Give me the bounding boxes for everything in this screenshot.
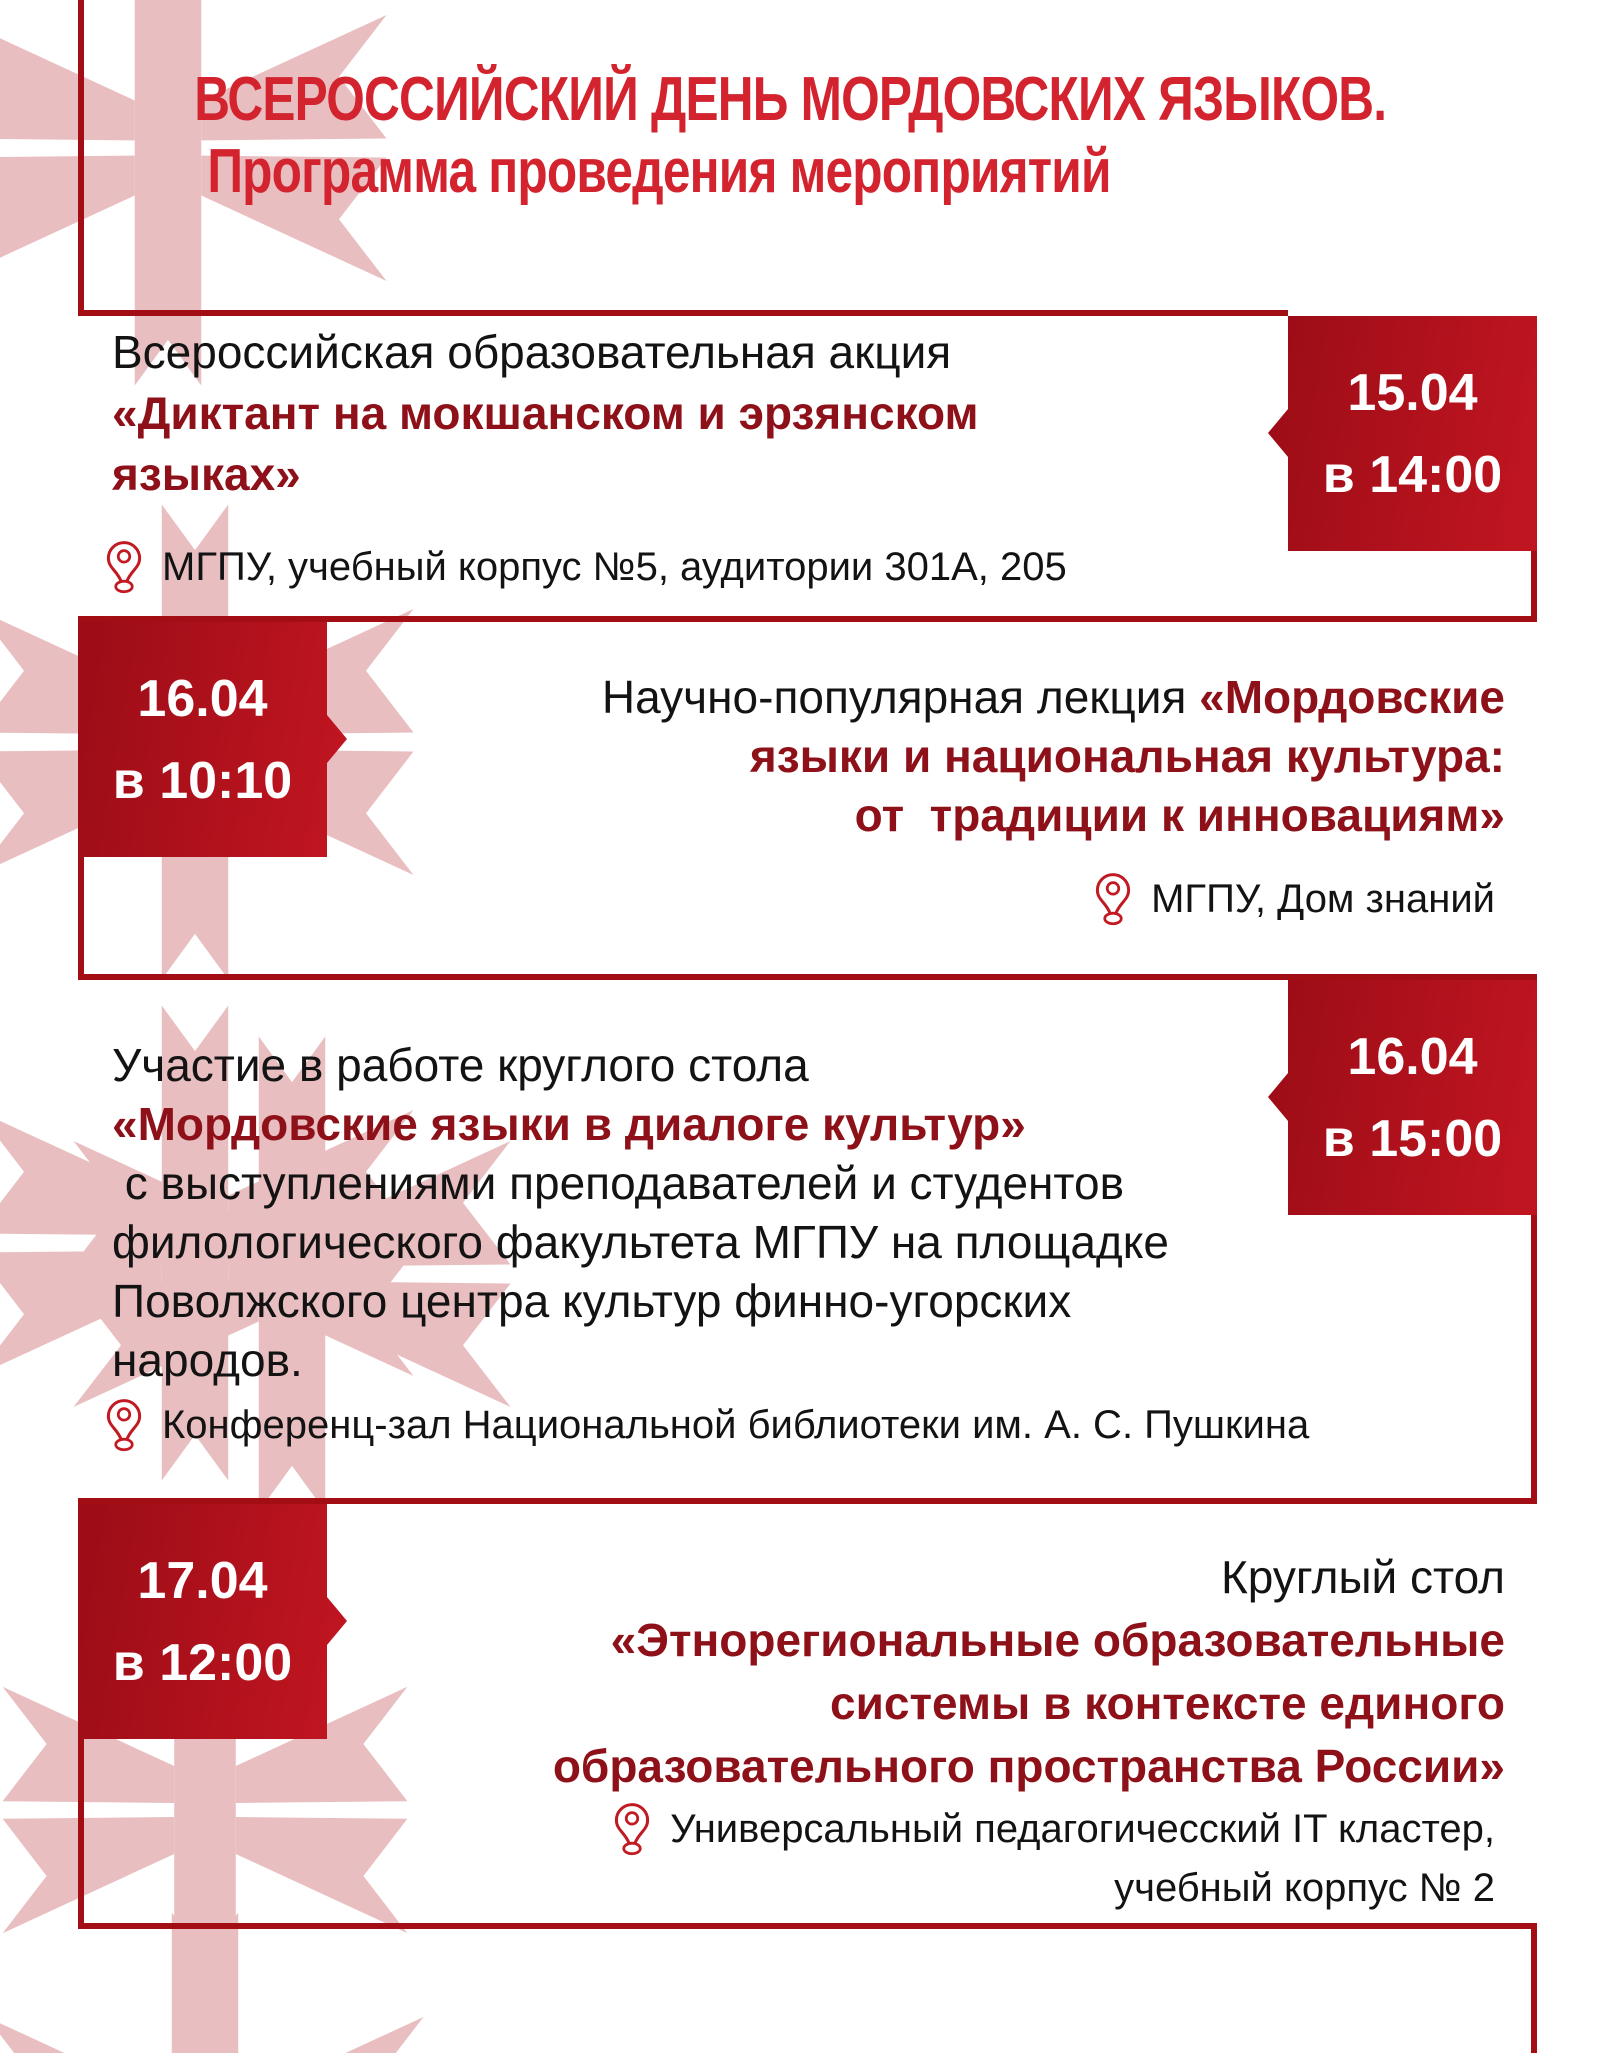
event-title-accent: «Мордовские — [1199, 671, 1505, 723]
badge-time: в 10:10 — [112, 751, 293, 810]
event3-card-right-border — [1531, 1215, 1537, 1504]
location-row: МГПУ, Дом знаний — [1093, 872, 1495, 926]
event-title-accent: языках» — [112, 448, 301, 500]
location-pin-icon — [106, 1399, 142, 1452]
poster-title-line1: ВСЕРОССИЙСКИЙ ДЕНЬ МОРДОВСКИХ ЯЗЫКОВ. — [194, 65, 1387, 134]
event-text-line: языки и национальная культура: — [300, 727, 1505, 786]
event-text-line: народов. — [112, 1331, 1462, 1390]
event2-location: МГПУ, Дом знаний — [1093, 872, 1495, 926]
location-text: МГПУ, Дом знаний — [1151, 877, 1495, 921]
event-text-line: Участие в работе круглого стола — [112, 1036, 1462, 1095]
event3-description: Участие в работе круглого стола «Мордовск… — [112, 1036, 1462, 1390]
location-text: МГПУ, учебный корпус №5, аудитории 301А,… — [162, 545, 1067, 589]
event-text-line: системы в контексте единого — [250, 1672, 1505, 1735]
event-text-line: Научно-популярная лекция «Мордовские — [300, 668, 1505, 727]
event-title-accent: «Этнорегиональные образовательные — [610, 1614, 1505, 1666]
location-text: учебный корпус № 2 — [1114, 1866, 1495, 1910]
location-text: Конференц-зал Национальной библиотеки им… — [162, 1403, 1310, 1447]
location-row: учебный корпус № 2 — [612, 1862, 1495, 1914]
event-text-line: языках» — [112, 444, 1412, 505]
event-text-line: «Мордовские языки в диалоге культур» — [112, 1095, 1462, 1154]
date-badge-event2: 16.04 в 10:10 — [78, 622, 347, 857]
location-row: МГПУ, учебный корпус №5, аудитории 301А,… — [104, 540, 1067, 594]
event-text-line: филологического факультета МГПУ на площа… — [112, 1213, 1462, 1272]
event-text-line: от традиции к инновациям» — [300, 786, 1505, 845]
location-text: Универсальный педагогичесский IT кластер… — [670, 1807, 1495, 1851]
badge-date: 15.04 — [1347, 363, 1478, 422]
event-text-line: с выступлениями преподавателей и студент… — [112, 1154, 1462, 1213]
event-text: Всероссийская образовательная акция — [112, 326, 952, 378]
badge-time: в 15:00 — [1322, 1109, 1503, 1168]
event-text-line: Поволжского центра культур финно-угорски… — [112, 1272, 1462, 1331]
event4-location: Универсальный педагогичесский IT кластер… — [612, 1802, 1495, 1914]
date-badge-event4: 17.04 в 12:00 — [78, 1504, 347, 1739]
event-title-accent: «Диктант на мокшанском и эрзянском — [112, 387, 979, 439]
location-pin-icon — [614, 1803, 650, 1856]
event-title-accent: образовательного пространства России» — [552, 1740, 1505, 1792]
event2-description: Научно-популярная лекция «Мордовские язык… — [300, 668, 1505, 845]
event2-card-bottom-border — [78, 974, 1537, 980]
event-text: филологического факультета МГПУ на площа… — [112, 1216, 1169, 1268]
date-badge-event3: 16.04 в 15:00 — [1268, 980, 1537, 1215]
badge-time: в 14:00 — [1322, 445, 1503, 504]
footer-card-right-border — [1531, 1929, 1537, 2053]
poster-title: ВСЕРОССИЙСКИЙ ДЕНЬ МОРДОВСКИХ ЯЗЫКОВ. Пр… — [78, 64, 1387, 208]
location-pin-icon — [1095, 873, 1131, 926]
event3-card-bottom-border — [78, 1498, 1537, 1504]
event3-location: Конференц-зал Национальной библиотеки им… — [104, 1398, 1309, 1452]
location-pin-icon — [106, 541, 142, 594]
event-text-line: Всероссийская образовательная акция — [112, 322, 1412, 383]
date-badge-event1: 15.04 в 14:00 — [1268, 316, 1537, 551]
event-text-line: «Диктант на мокшанском и эрзянском — [112, 383, 1412, 444]
event1-card-right-border — [1531, 551, 1537, 622]
event-text: Научно-популярная лекция — [601, 671, 1200, 723]
event-text-line: образовательного пространства России» — [250, 1735, 1505, 1798]
title-card-bottom-border — [78, 310, 1288, 316]
event-text-line: Круглый стол — [250, 1546, 1505, 1609]
event4-card-bottom-border — [78, 1923, 1537, 1929]
badge-date: 17.04 — [137, 1551, 268, 1610]
event-title-accent: от традиции к инновациям» — [854, 789, 1505, 841]
event1-card-bottom-border — [78, 616, 1537, 622]
event4-description: Круглый стол «Этнорегиональные образовате… — [250, 1546, 1505, 1798]
poster-title-line2: Программа проведения мероприятий — [207, 137, 1111, 206]
title-card-left-border — [78, 0, 84, 316]
badge-date: 16.04 — [1347, 1027, 1478, 1086]
location-row: Конференц-зал Национальной библиотеки им… — [104, 1398, 1309, 1452]
event1-description: Всероссийская образовательная акция «Дикт… — [112, 322, 1412, 505]
event-text: с выступлениями преподавателей и студент… — [112, 1157, 1124, 1209]
badge-time: в 12:00 — [112, 1633, 293, 1692]
location-row: Универсальный педагогичесский IT кластер… — [612, 1802, 1495, 1856]
event-title-accent: системы в контексте единого — [830, 1677, 1505, 1729]
event-text: Круглый стол — [1221, 1551, 1505, 1603]
event-text: народов. — [112, 1334, 303, 1386]
event-title-accent: «Мордовские языки в диалоге культур» — [112, 1098, 1026, 1150]
event1-location: МГПУ, учебный корпус №5, аудитории 301А,… — [104, 540, 1067, 594]
event-text: Участие в работе круглого стола — [112, 1039, 809, 1091]
event-text-line: «Этнорегиональные образовательные — [250, 1609, 1505, 1672]
event-title-accent: языки и национальная культура: — [749, 730, 1505, 782]
badge-date: 16.04 — [137, 669, 268, 728]
event-text: Поволжского центра культур финно-угорски… — [112, 1275, 1072, 1327]
